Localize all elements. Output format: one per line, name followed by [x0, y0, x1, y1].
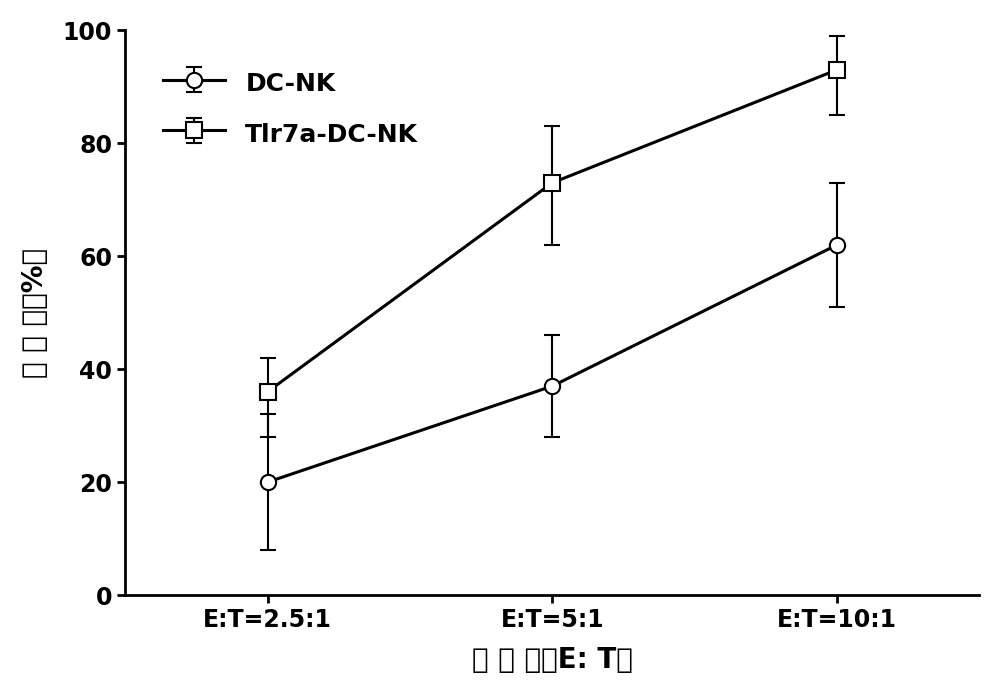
Legend: DC-NK, Tlr7a-DC-NK: DC-NK, Tlr7a-DC-NK: [138, 43, 443, 174]
X-axis label: 效 靶 比（E: T）: 效 靶 比（E: T）: [472, 646, 633, 674]
Y-axis label: 杀 伤 率（%）: 杀 伤 率（%）: [21, 247, 49, 378]
